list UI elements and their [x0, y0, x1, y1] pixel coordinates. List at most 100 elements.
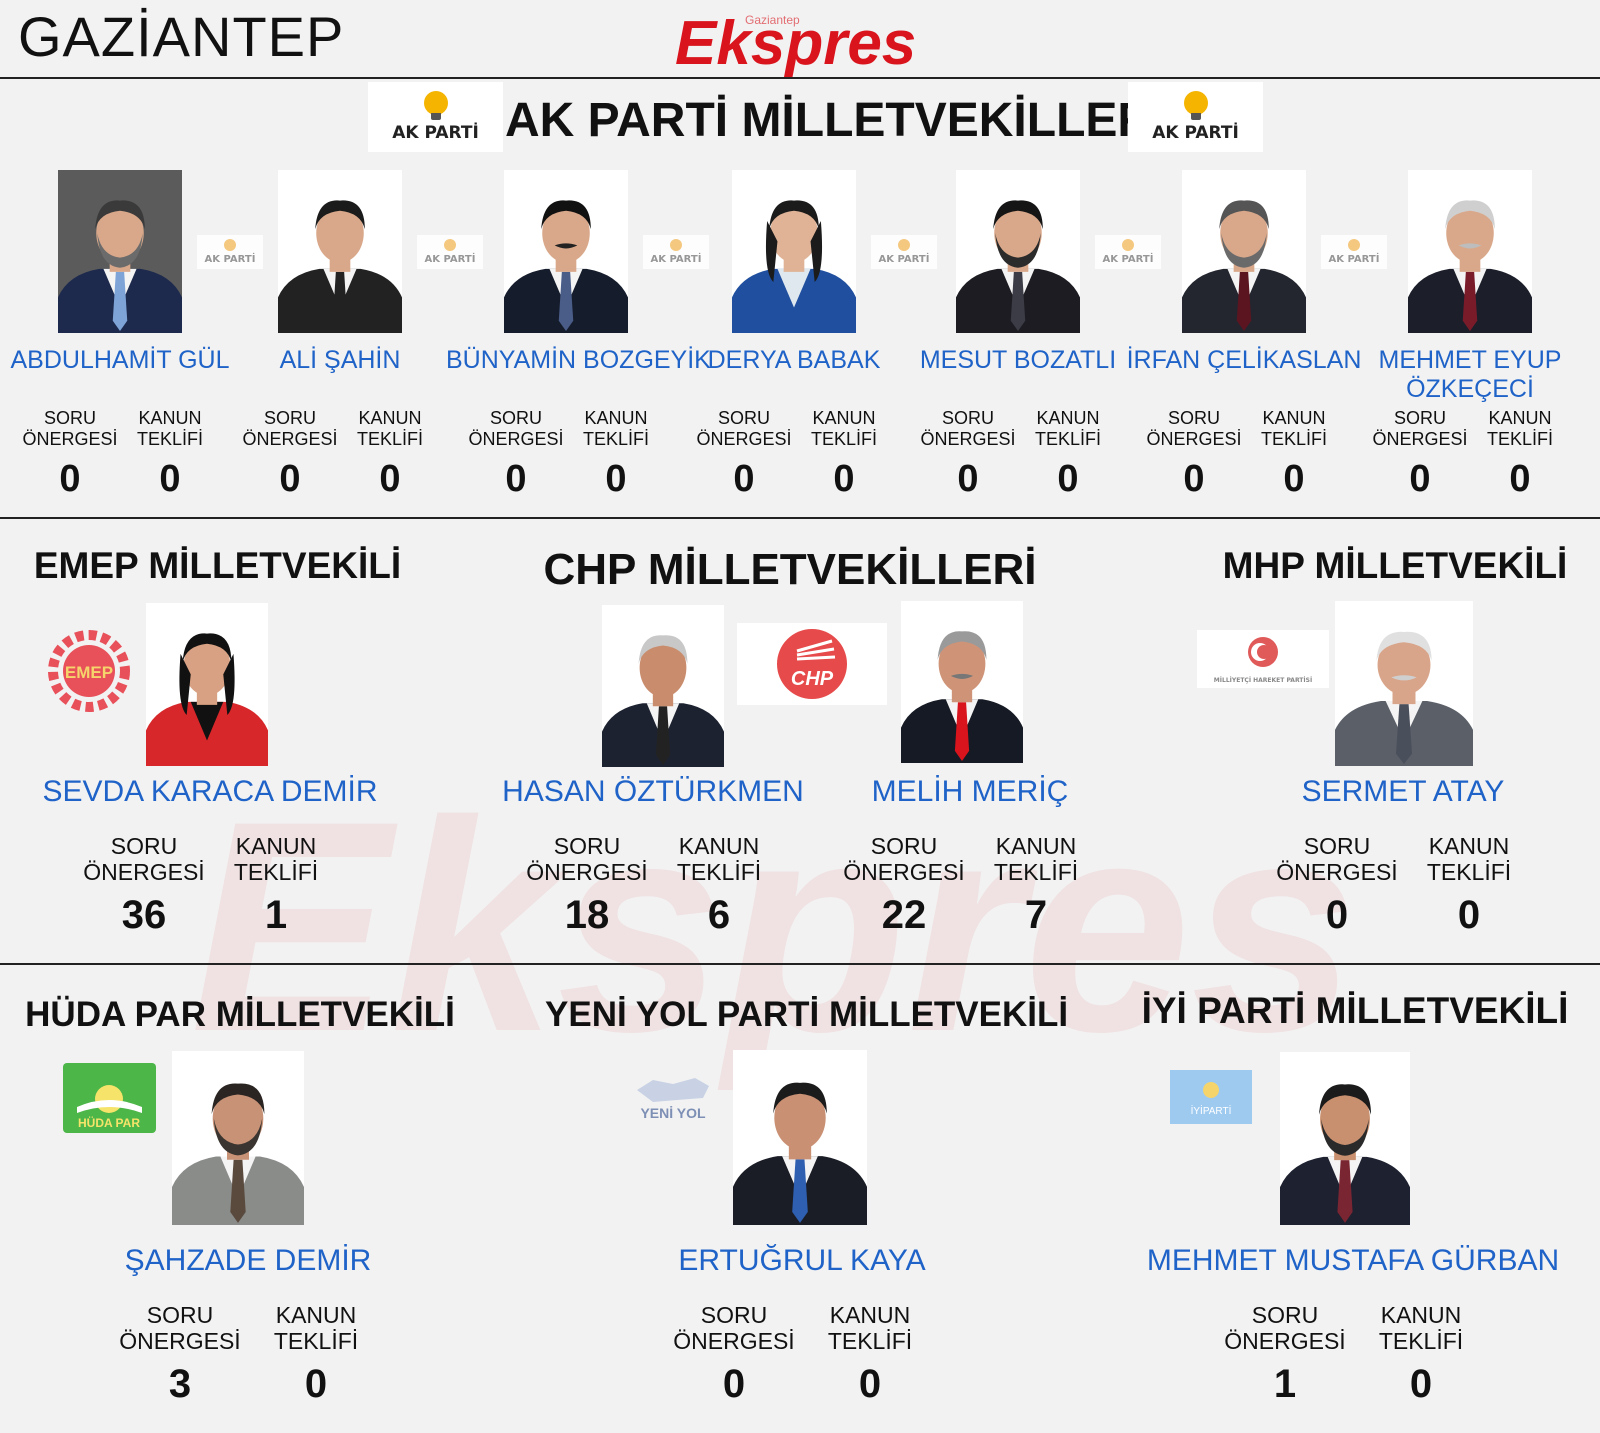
soru-onergesi-label: SORU ÖNERGESİ [1350, 408, 1490, 450]
soru-onergesi-label-line2: ÖNERGESİ [22, 429, 118, 449]
soru-onergesi-label: SORU ÖNERGESİ [95, 1302, 265, 1354]
member-photo [901, 601, 1023, 763]
member-photo [1280, 1052, 1410, 1225]
soru-onergesi-label-line2: ÖNERGESİ [83, 859, 205, 885]
kanun-teklifi-label: KANUN TEKLİFİ [998, 408, 1138, 450]
soru-onergesi-count: 18 [564, 893, 610, 937]
soru-onergesi-label: SORU ÖNERGESİ [1124, 408, 1264, 450]
kanun-teklifi-label: KANUN TEKLİFİ [546, 408, 686, 450]
kanun-teklifi-label-line1: KANUN [829, 1302, 911, 1328]
soru-onergesi-label: SORU ÖNERGESİ [1252, 833, 1422, 885]
iyi-logo: İYİPARTİ [1170, 1070, 1252, 1124]
soru-onergesi-label: SORU ÖNERGESİ [446, 408, 586, 450]
kanun-teklifi-label: KANUN TEKLİFİ [191, 833, 361, 885]
soru-onergesi-label-line2: ÖNERGESİ [1372, 429, 1468, 449]
kanun-teklifi-count: 0 [1283, 458, 1305, 500]
kanun-teklifi-label-line2: TEKLİFİ [1260, 429, 1327, 449]
kanun-teklifi-count: 0 [605, 458, 627, 500]
kanun-teklifi-count: 7 [1024, 893, 1048, 937]
kanun-teklifi-count: 0 [159, 458, 181, 500]
member-photo [956, 170, 1080, 333]
akparti-mini-logo-text: AK PARTİ [1328, 254, 1380, 265]
member-photo [1182, 170, 1306, 333]
kanun-teklifi-label-line1: KANUN [1428, 833, 1510, 859]
kanun-teklifi-label-line2: TEKLİFİ [273, 1328, 359, 1354]
soru-onergesi-label-line2: ÖNERGESİ [920, 429, 1016, 449]
member-name: ŞAHZADE DEMİR [124, 1244, 372, 1277]
yeniyol-title: YENİ YOL PARTİ MİLLETVEKİLİ [545, 995, 1069, 1034]
divider [0, 963, 1600, 965]
kanun-teklifi-label-line1: KANUN [1036, 408, 1100, 428]
kanun-teklifi-label: KANUN TEKLİFİ [1224, 408, 1364, 450]
emep-logo: EMEP [48, 630, 130, 712]
kanun-teklifi-label-line2: TEKLİFİ [676, 859, 762, 885]
kanun-teklifi-label: KANUN TEKLİFİ [1450, 408, 1590, 450]
soru-onergesi-label-line2: ÖNERGESİ [1146, 429, 1242, 449]
member-name: MEHMET EYUP [1378, 346, 1562, 374]
kanun-teklifi-label-line1: KANUN [812, 408, 876, 428]
soru-onergesi-label: SORU ÖNERGESİ [898, 408, 1038, 450]
soru-onergesi-label-line2: ÖNERGESİ [119, 1328, 241, 1354]
kanun-teklifi-label-line1: KANUN [1262, 408, 1326, 428]
kanun-teklifi-label-line1: KANUN [235, 833, 317, 859]
emep-title: EMEP MİLLETVEKİLİ [33, 545, 402, 586]
soru-onergesi-label: SORU ÖNERGESİ [819, 833, 989, 885]
soru-onergesi-label-line2: ÖNERGESİ [696, 429, 792, 449]
member-photo [146, 603, 268, 766]
kanun-teklifi-label: KANUN TEKLİFİ [320, 408, 460, 450]
soru-onergesi-label-line1: SORU [489, 408, 542, 428]
member-name: İRFAN ÇELİKASLAN [1126, 346, 1362, 374]
soru-onergesi-count: 0 [279, 458, 301, 500]
soru-onergesi-label-line2: ÖNERGESİ [468, 429, 564, 449]
soru-onergesi-label: SORU ÖNERGESİ [59, 833, 229, 885]
soru-onergesi-label-line2: ÖNERGESİ [526, 859, 648, 885]
soru-onergesi-label-line1: SORU [1251, 1302, 1319, 1328]
soru-onergesi-count: 0 [733, 458, 755, 500]
soru-onergesi-label-line1: SORU [263, 408, 316, 428]
akparti-mini-logo: AK PARTİ [1095, 235, 1161, 269]
member-name: SEVDA KARACA DEMİR [42, 775, 378, 808]
member-name: MELİH MERİÇ [871, 775, 1069, 808]
kanun-teklifi-label: KANUN TEKLİFİ [785, 1302, 955, 1354]
akparti-mini-logo: AK PARTİ [417, 235, 483, 269]
kanun-teklifi-label-line2: TEKLİFİ [582, 429, 649, 449]
soru-onergesi-label-line2: ÖNERGESİ [1276, 859, 1398, 885]
soru-onergesi-count: 1 [1273, 1362, 1297, 1406]
kanun-teklifi-label-line2: TEKLİFİ [356, 429, 423, 449]
soru-onergesi-label-line1: SORU [870, 833, 938, 859]
member-photo [1408, 170, 1532, 333]
member-name-line2: ÖZKEÇECİ [1406, 375, 1534, 403]
soru-onergesi-count: 0 [957, 458, 979, 500]
kanun-teklifi-count: 6 [707, 893, 731, 937]
bulb-icon [1348, 239, 1360, 251]
kanun-teklifi-label-line2: TEKLİFİ [1378, 1328, 1464, 1354]
soru-onergesi-label-line1: SORU [43, 408, 96, 428]
kanun-teklifi-label-line2: TEKLİFİ [136, 429, 203, 449]
soru-onergesi-label-line1: SORU [717, 408, 770, 428]
watermark: Ekspres [190, 758, 1390, 1096]
soru-onergesi-label-line2: ÖNERGESİ [843, 859, 965, 885]
kanun-teklifi-label: KANUN TEKLİFİ [1384, 833, 1554, 885]
kanun-teklifi-count: 0 [1057, 458, 1079, 500]
member-photo [504, 170, 628, 333]
chp-logo: CHP [737, 623, 887, 705]
soru-onergesi-label: SORU ÖNERGESİ [0, 408, 140, 450]
member-name: MESUT BOZATLI [919, 346, 1117, 374]
kanun-teklifi-label-line1: KANUN [1380, 1302, 1462, 1328]
soru-onergesi-label: SORU ÖNERGESİ [674, 408, 814, 450]
soru-onergesi-count: 36 [121, 893, 167, 937]
kanun-teklifi-label: KANUN TEKLİFİ [1336, 1302, 1506, 1354]
akparti-mini-logo-text: AK PARTİ [204, 254, 256, 265]
member-name: MEHMET MUSTAFA GÜRBAN [1146, 1244, 1560, 1277]
kanun-teklifi-count: 0 [1409, 1362, 1433, 1406]
kanun-teklifi-label-line1: KANUN [1488, 408, 1552, 428]
kanun-teklifi-label: KANUN TEKLİFİ [951, 833, 1121, 885]
yeniyol-logo: YENİ YOL [633, 1070, 713, 1126]
soru-onergesi-label-line1: SORU [1393, 408, 1446, 428]
kanun-teklifi-label-line2: TEKLİFİ [1426, 859, 1512, 885]
member-photo [278, 170, 402, 333]
kanun-teklifi-label-line2: TEKLİFİ [827, 1328, 913, 1354]
kanun-teklifi-label-line1: KANUN [358, 408, 422, 428]
soru-onergesi-count: 0 [59, 458, 81, 500]
member-photo [733, 1050, 867, 1225]
